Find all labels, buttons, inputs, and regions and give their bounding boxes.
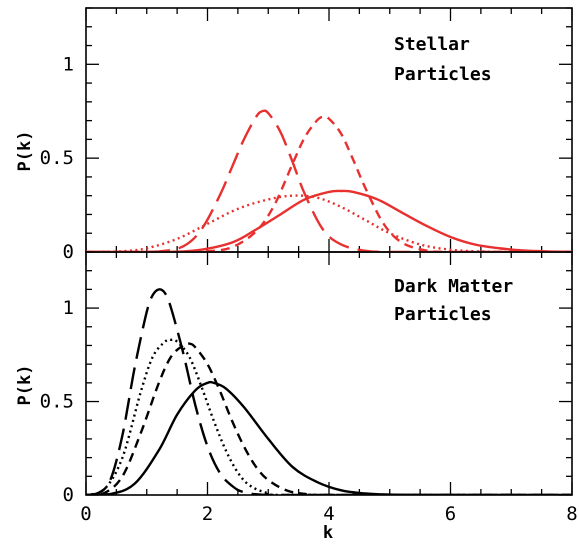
top-series-short-dash (86, 115, 572, 252)
dark-matter-annotation-line1: Dark Matter (394, 276, 513, 297)
x-tick-label: 0 (80, 503, 91, 525)
top-series-dotted (86, 194, 572, 252)
top-y-tick-label: 0 (63, 241, 74, 263)
bottom-series-long-dash (86, 288, 572, 495)
x-tick-label: 6 (445, 503, 456, 525)
top-series-solid (86, 189, 572, 252)
bottom-y-tick-label: 1 (63, 297, 74, 319)
x-tick-label: 4 (323, 503, 334, 525)
bottom-series-solid (86, 380, 572, 495)
stellar-annotation-line1: Stellar (394, 34, 470, 55)
bottom-series-dotted (86, 338, 572, 495)
top-y-tick-label: 0.5 (40, 147, 74, 169)
dark-matter-annotation-line2: Particles (394, 304, 492, 325)
x-tick-label: 8 (566, 503, 577, 525)
dark-matter-panel: 0 0.5 1 0 2 4 6 8 (40, 251, 578, 525)
top-y-tick-label: 1 (63, 53, 74, 75)
bottom-y-axis-title: P(k) (15, 365, 35, 406)
x-axis-title: k (323, 523, 333, 543)
bottom-series-short-dash (86, 342, 572, 495)
x-tick-label: 2 (202, 503, 213, 525)
stellar-panel: 00.51 (40, 7, 573, 263)
bottom-y-tick-label: 0 (63, 484, 74, 506)
stellar-annotation-line2: Particles (394, 64, 492, 85)
bottom-y-tick-label: 0.5 (40, 391, 74, 413)
top-plot-frame (85, 7, 573, 253)
top-y-axis-title: P(k) (15, 131, 35, 172)
top-series-long-dash (86, 109, 572, 252)
